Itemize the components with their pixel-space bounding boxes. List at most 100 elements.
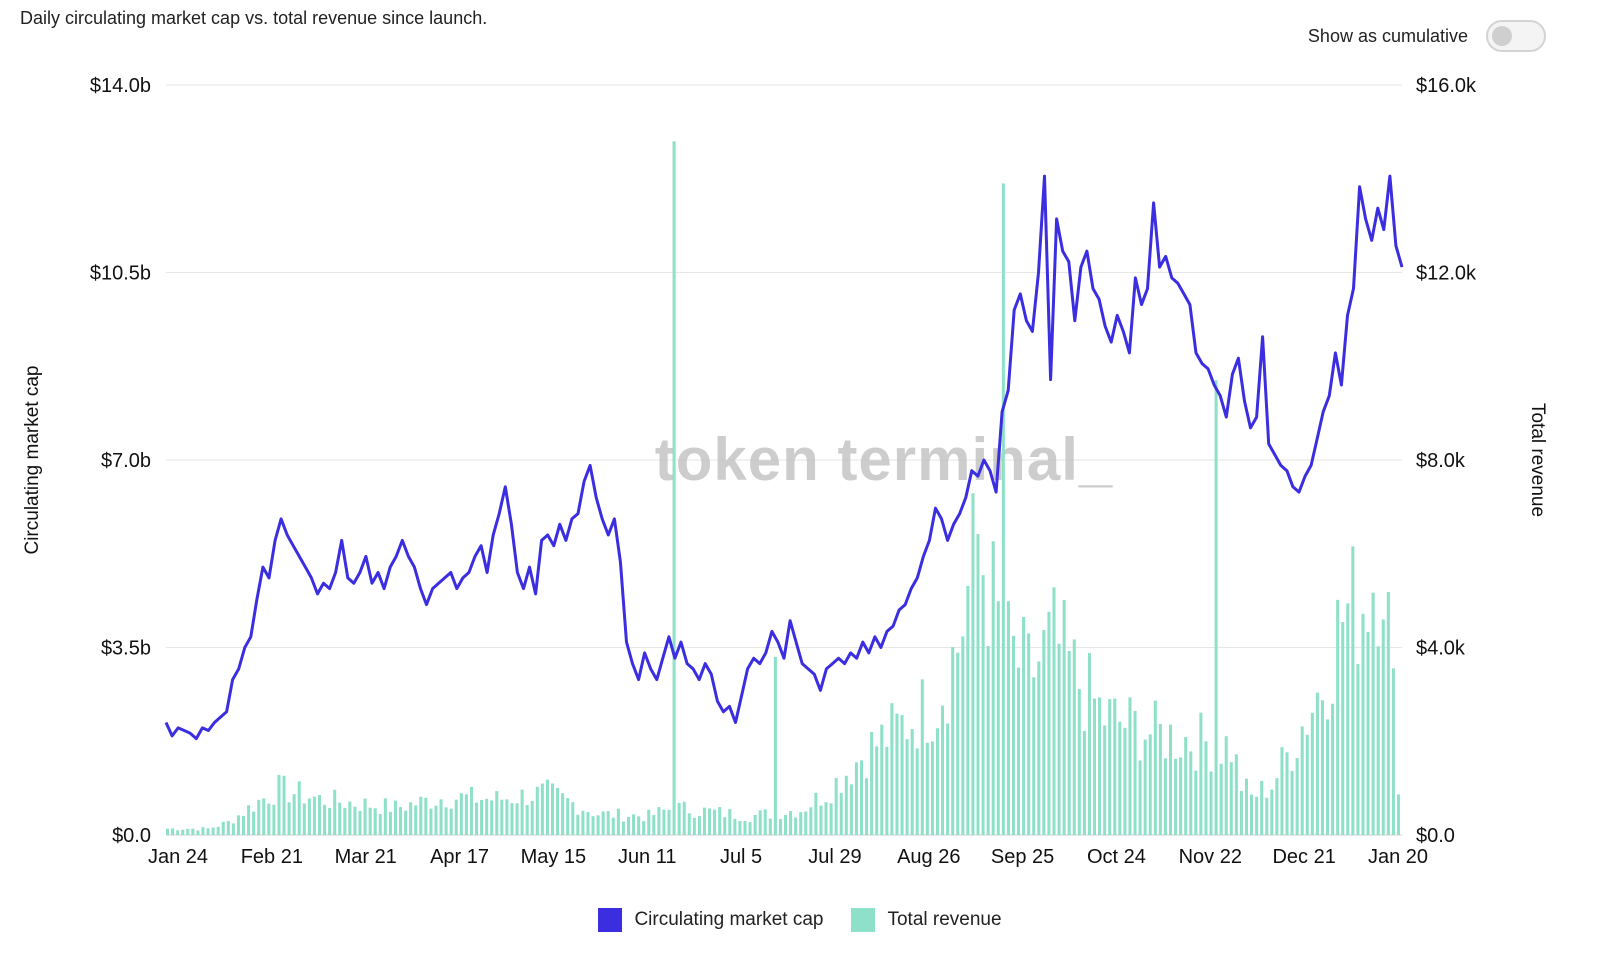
- revenue-bar: [829, 803, 833, 835]
- toggle-knob: [1492, 26, 1512, 46]
- revenue-bar: [844, 775, 848, 835]
- revenue-bar: [1391, 668, 1395, 835]
- x-tick-label: Feb 21: [241, 846, 303, 868]
- legend: Circulating market cap Total revenue: [0, 908, 1600, 932]
- x-tick-label: Oct 24: [1087, 846, 1146, 868]
- revenue-bar: [682, 801, 686, 835]
- revenue-bar: [307, 798, 311, 835]
- revenue-bar: [753, 814, 757, 835]
- revenue-bar: [1052, 587, 1056, 835]
- revenue-bar: [900, 715, 904, 835]
- revenue-bar: [1082, 730, 1086, 835]
- x-tick-label: Mar 21: [335, 846, 397, 868]
- revenue-bar: [647, 809, 651, 835]
- revenue-bar: [171, 828, 175, 835]
- revenue-bar: [257, 799, 261, 835]
- revenue-bar: [525, 805, 529, 835]
- revenue-bar: [930, 741, 934, 835]
- revenue-bar: [439, 799, 443, 835]
- revenue-bar: [1270, 789, 1274, 835]
- revenue-bar: [789, 811, 793, 835]
- revenue-bar: [1067, 651, 1071, 835]
- revenue-bar: [353, 806, 357, 835]
- revenue-bar: [1396, 794, 1400, 835]
- revenue-bar: [287, 802, 291, 835]
- revenue-bar: [343, 807, 347, 835]
- revenue-bar: [880, 724, 884, 835]
- legend-item-market-cap[interactable]: Circulating market cap: [598, 908, 823, 932]
- revenue-bar: [1224, 736, 1228, 835]
- revenue-bar: [444, 807, 448, 835]
- revenue-bar: [763, 809, 767, 835]
- revenue-bar: [186, 828, 190, 835]
- revenue-bar: [1093, 698, 1097, 835]
- revenue-bar: [1305, 734, 1309, 835]
- x-tick-label: Sep 25: [991, 846, 1054, 868]
- revenue-marketcap-chart: token terminal_ $0.0 $3.5b $7.0b $10.5b $14.…: [22, 75, 1548, 868]
- revenue-bar: [854, 762, 858, 835]
- revenue-bar: [768, 818, 772, 835]
- revenue-bar: [870, 731, 874, 835]
- revenue-bar: [1158, 723, 1162, 835]
- revenue-bar: [621, 821, 625, 835]
- revenue-bar: [475, 802, 479, 835]
- revenue-bar: [333, 789, 337, 835]
- revenue-bar: [996, 601, 1000, 835]
- revenue-bar: [348, 801, 352, 835]
- revenue-bar: [834, 777, 838, 835]
- legend-item-total-revenue[interactable]: Total revenue: [851, 908, 1002, 932]
- revenue-bar: [1189, 751, 1193, 835]
- x-axis: Jan 24 Feb 21 Mar 21 Apr 17 May 15 Jun 11 Jul …: [148, 846, 1428, 868]
- x-tick-label: Jan 20: [1368, 846, 1428, 868]
- revenue-bar: [672, 141, 676, 835]
- x-tick-label: Jul 29: [808, 846, 861, 868]
- revenue-bar: [241, 815, 246, 835]
- revenue-bar: [272, 804, 276, 835]
- chart-subtitle: Daily circulating market cap vs. total r…: [20, 8, 488, 28]
- y-axis-right: $0.0 $4.0k $8.0k $12.0k $16.0k: [1416, 75, 1477, 847]
- revenue-bar: [677, 802, 681, 835]
- y-axis-right-title: Total revenue: [1527, 403, 1548, 517]
- revenue-bar: [393, 800, 397, 835]
- revenue-bar: [1017, 667, 1021, 835]
- revenue-bar: [480, 800, 484, 835]
- revenue-bar: [323, 804, 327, 835]
- revenue-bar: [839, 792, 843, 835]
- revenue-bar: [1143, 739, 1147, 835]
- revenue-bar: [1168, 724, 1173, 835]
- revenue-bar: [1295, 758, 1299, 835]
- revenue-bar: [530, 800, 534, 835]
- revenue-bar: [849, 784, 853, 835]
- revenue-bar: [510, 803, 514, 835]
- revenue-bar: [925, 742, 929, 835]
- revenue-bar: [733, 818, 737, 835]
- revenue-bar: [556, 787, 560, 835]
- revenue-bar: [1113, 698, 1117, 835]
- revenue-bar: [363, 798, 367, 835]
- revenue-bar: [784, 815, 788, 835]
- revenue-bar: [809, 807, 813, 835]
- revenue-bar: [221, 821, 225, 835]
- revenue-bar: [1356, 664, 1360, 835]
- revenue-bar: [1174, 758, 1178, 835]
- revenue-bar: [1219, 763, 1223, 835]
- revenue-bar: [545, 779, 549, 835]
- revenue-bar: [1244, 778, 1249, 835]
- revenue-bar: [550, 783, 555, 835]
- legend-label-market-cap: Circulating market cap: [634, 909, 824, 930]
- revenue-bar: [317, 795, 322, 835]
- revenue-bar: [738, 821, 742, 835]
- revenue-bar: [616, 808, 620, 835]
- revenue-bar: [206, 828, 210, 835]
- revenue-bar: [875, 746, 879, 835]
- cumulative-toggle[interactable]: [1486, 20, 1546, 52]
- cumulative-toggle-label: Show as cumulative: [1307, 25, 1468, 46]
- revenue-bar: [657, 807, 661, 835]
- revenue-bar: [981, 575, 985, 835]
- revenue-bar: [1072, 639, 1076, 835]
- revenue-bar: [561, 793, 565, 835]
- revenue-bar: [388, 811, 392, 835]
- revenue-bar: [956, 652, 960, 835]
- revenue-bar: [535, 786, 539, 835]
- revenue-bar: [302, 803, 306, 835]
